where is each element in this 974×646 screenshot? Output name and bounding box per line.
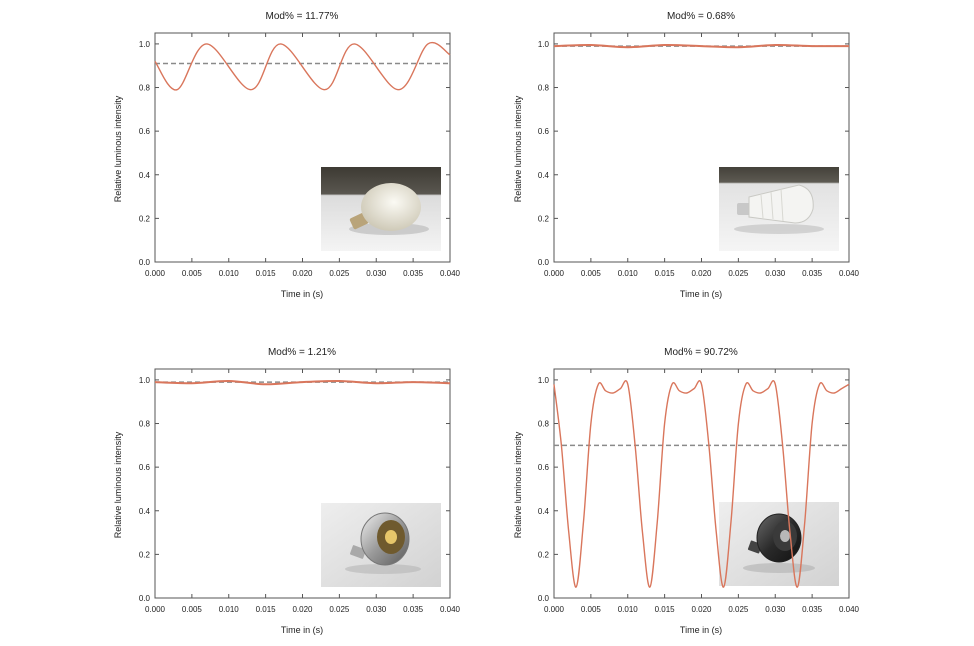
x-tick-label: 0.015 [256,605,277,614]
y-tick-label: 1.0 [538,40,550,49]
x-tick-label: 0.020 [691,269,712,278]
x-tick-label: 0.025 [329,269,350,278]
x-tick-label: 0.010 [618,269,639,278]
y-tick-label: 0.0 [538,258,550,267]
x-tick-label: 0.010 [618,605,639,614]
y-axis-label: Relative luminous intensity [513,431,523,538]
y-axis-label: Relative luminous intensity [513,95,523,202]
x-tick-label: 0.015 [655,605,676,614]
x-axis-label: Time in (s) [680,625,722,635]
y-ticks: 0.0 0.2 0.4 0.6 0.8 1.0 [538,40,849,267]
x-tick-label: 0.030 [765,605,786,614]
x-tick-label: 0.040 [839,605,860,614]
inset-photo-finned-bulb [719,167,839,251]
x-tick-label: 0.000 [145,269,166,278]
y-tick-label: 0.8 [139,420,151,429]
x-tick-label: 0.030 [366,605,387,614]
y-tick-label: 0.2 [139,550,151,559]
y-tick-label: 1.0 [538,376,550,385]
x-tick-label: 0.025 [329,605,350,614]
x-tick-label: 0.015 [256,269,277,278]
inset-photo-dark-spot [719,502,839,586]
x-tick-label: 0.025 [728,269,749,278]
series-curve [553,43,850,49]
inset-photo-silver-spot [321,503,441,587]
y-tick-label: 0.2 [538,214,550,223]
y-tick-label: 0.0 [139,258,151,267]
y-tick-label: 0.0 [139,594,151,603]
y-tick-label: 0.6 [538,463,550,472]
y-tick-label: 1.0 [139,40,151,49]
x-tick-label: 0.020 [292,605,313,614]
x-tick-label: 0.000 [145,605,166,614]
chart-panel-2: Mod% = 0.68% Relative luminous intensity… [513,11,860,299]
y-ticks: 0.0 0.2 0.4 0.6 0.8 1.0 [139,40,450,267]
x-tick-label: 0.005 [182,605,203,614]
x-axis-label: Time in (s) [281,289,323,299]
x-tick-label: 0.005 [581,605,602,614]
y-tick-label: 0.6 [139,463,151,472]
chart-title: Mod% = 0.68% [667,11,735,22]
chart-panel-4: Mod% = 90.72% Relative luminous intensit… [513,347,860,635]
series-line [154,41,451,91]
x-tick-label: 0.005 [182,269,203,278]
series-line [553,43,850,49]
x-tick-label: 0.040 [839,269,860,278]
series-curve [553,380,850,588]
x-axis-label: Time in (s) [281,625,323,635]
y-tick-label: 0.0 [538,594,550,603]
inset-photo-frosted-bulb [321,167,441,251]
series-curve [154,379,451,386]
chart-title: Mod% = 1.21% [268,347,336,358]
x-tick-label: 0.010 [219,605,240,614]
series-line [154,379,451,386]
y-tick-label: 0.2 [139,214,151,223]
chart-title: Mod% = 90.72% [664,347,738,358]
x-tick-label: 0.030 [366,269,387,278]
y-tick-label: 0.4 [139,507,151,516]
x-ticks: 0.000 0.005 0.010 0.015 0.020 0.025 0.030 0.035… [544,369,860,614]
x-tick-label: 0.030 [765,269,786,278]
x-axis-label: Time in (s) [680,289,722,299]
x-tick-label: 0.035 [403,605,424,614]
y-tick-label: 0.4 [139,171,151,180]
x-tick-label: 0.020 [292,269,313,278]
x-ticks: 0.000 0.005 0.010 0.015 0.020 0.025 0.030 0.035… [145,33,461,278]
y-tick-label: 0.4 [538,171,550,180]
x-tick-label: 0.025 [728,605,749,614]
y-tick-label: 0.4 [538,507,550,516]
chart-title: Mod% = 11.77% [266,11,339,22]
x-ticks: 0.000 0.005 0.010 0.015 0.020 0.025 0.030 0.035… [544,33,860,278]
x-tick-label: 0.035 [802,269,823,278]
chart-panel-3: Mod% = 1.21% Relative luminous intensity… [113,347,461,635]
y-tick-label: 1.0 [139,376,151,385]
y-tick-label: 0.8 [538,420,550,429]
x-tick-label: 0.035 [802,605,823,614]
y-axis-label: Relative luminous intensity [113,431,123,538]
x-tick-label: 0.040 [440,269,461,278]
x-tick-label: 0.035 [403,269,424,278]
x-tick-label: 0.015 [655,269,676,278]
y-axis-label: Relative luminous intensity [113,95,123,202]
x-tick-label: 0.040 [440,605,461,614]
y-ticks: 0.0 0.2 0.4 0.6 0.8 1.0 [538,376,849,603]
x-tick-label: 0.000 [544,605,565,614]
x-tick-label: 0.010 [219,269,240,278]
y-tick-label: 0.8 [538,84,550,93]
x-tick-label: 0.020 [691,605,712,614]
y-tick-label: 0.6 [139,127,151,136]
y-tick-label: 0.6 [538,127,550,136]
series-curve [154,41,451,91]
y-tick-label: 0.8 [139,84,151,93]
chart-panel-1: Mod% = 11.77% Relative luminous intensit… [113,11,461,299]
x-tick-label: 0.005 [581,269,602,278]
series-line [553,380,850,588]
x-ticks: 0.000 0.005 0.010 0.015 0.020 0.025 0.030 0.035… [145,369,461,614]
x-tick-label: 0.000 [544,269,565,278]
y-tick-label: 0.2 [538,550,550,559]
y-ticks: 0.0 0.2 0.4 0.6 0.8 1.0 [139,376,450,603]
